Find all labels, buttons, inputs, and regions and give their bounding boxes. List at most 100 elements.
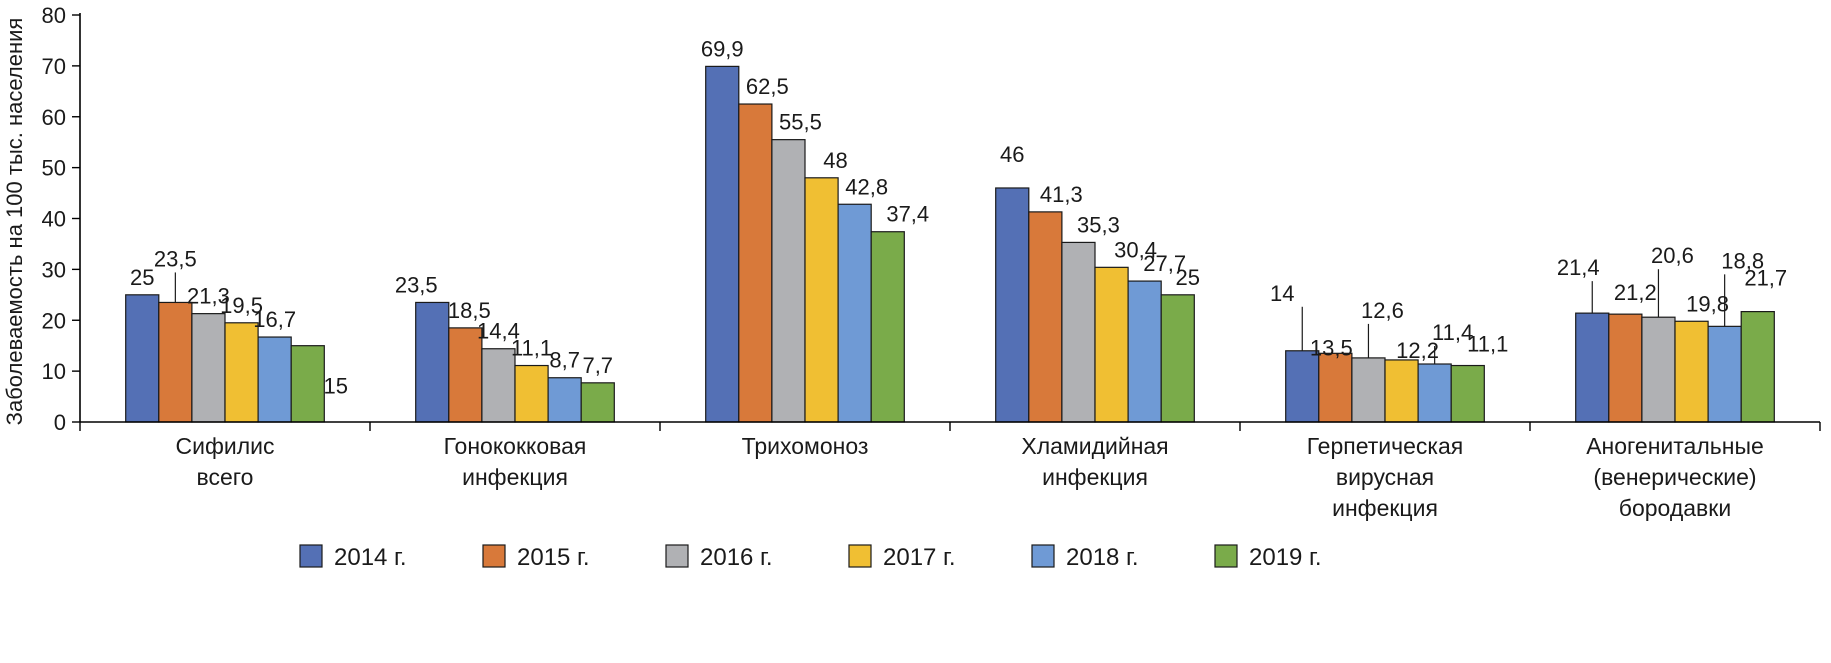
bar (1061, 241, 1096, 423)
x-category-label: бородавки (1619, 495, 1731, 521)
bar (580, 382, 615, 423)
x-category-label: Трихомоноз (742, 433, 869, 459)
x-category-label: Гонококковая (444, 433, 587, 459)
data-label: 18,5 (448, 298, 491, 323)
bar (158, 301, 193, 423)
bar (415, 301, 450, 423)
legend-swatch (1214, 544, 1238, 568)
data-label: 16,7 (253, 307, 296, 332)
bar (738, 103, 773, 423)
data-label: 46 (1000, 142, 1024, 167)
data-label: 11,4 (1432, 320, 1473, 345)
legend-label: 2017 г. (883, 544, 956, 571)
bar (837, 203, 872, 423)
x-axis: Сифилис всего Гонококковая инфекция Трихомон… (79, 421, 1821, 521)
bar (995, 187, 1030, 423)
x-category-label: инфекция (462, 464, 568, 490)
bar (804, 177, 839, 423)
bar (1674, 320, 1709, 423)
bar (1127, 280, 1162, 423)
y-axis-label: Заболеваемость на 100 тыс. населения (2, 18, 27, 426)
bar (547, 377, 582, 423)
y-tick-label: 80 (42, 3, 66, 28)
data-label: 69,9 (701, 36, 744, 61)
bar (1160, 294, 1195, 423)
data-label: 12,6 (1361, 298, 1404, 323)
data-label: 27,7 (1143, 251, 1186, 276)
data-label: 23,5 (154, 246, 197, 271)
data-label: 23,5 (395, 272, 438, 297)
data-label: 21,3 (187, 284, 230, 309)
bar (191, 313, 226, 423)
data-label: 55,5 (779, 110, 822, 135)
bar (1285, 350, 1320, 423)
x-category-label: Хламидийная (1021, 433, 1168, 459)
bar (1384, 359, 1419, 423)
bar (1351, 357, 1386, 423)
bar (481, 348, 516, 423)
data-label: 62,5 (746, 74, 789, 99)
legend-swatch (299, 544, 323, 568)
bar (1318, 352, 1353, 423)
data-label: 13,5 (1310, 335, 1353, 360)
y-tick-label: 10 (42, 359, 66, 384)
y-tick-label: 50 (42, 156, 66, 181)
data-label: 14,4 (477, 319, 520, 344)
legend-label: 2014 г. (334, 544, 407, 571)
y-axis: 0 10 20 30 40 50 60 70 80 Заболеваемость на 100 т… (2, 3, 81, 435)
bar (870, 231, 905, 423)
x-category-label: инфекция (1042, 464, 1148, 490)
legend-label: 2018 г. (1066, 544, 1139, 571)
data-label: 14 (1270, 281, 1294, 306)
x-category-label: Сифилис (176, 433, 275, 459)
legend-label: 2019 г. (1249, 544, 1322, 571)
data-label: 21,7 (1744, 266, 1787, 291)
x-category-label: Герпетическая (1307, 433, 1463, 459)
bar (1641, 316, 1676, 423)
bar (125, 294, 160, 423)
x-category-label: всего (197, 464, 254, 490)
bar (1608, 313, 1643, 423)
x-category-label: (венерические) (1593, 464, 1756, 490)
data-label: 35,3 (1077, 212, 1120, 237)
data-label: 11,1 (511, 336, 552, 361)
y-tick-label: 30 (42, 257, 66, 282)
data-label: 8,7 (549, 348, 580, 373)
y-tick-label: 40 (42, 207, 66, 232)
data-label: 19,5 (220, 293, 263, 318)
y-tick-label: 60 (42, 105, 66, 130)
y-tick-label: 0 (54, 410, 66, 435)
legend-label: 2015 г. (517, 544, 590, 571)
data-label: 7,7 (582, 353, 613, 378)
data-label: 42,8 (845, 174, 888, 199)
bar (290, 345, 325, 423)
legend-swatch (665, 544, 689, 568)
data-label: 41,3 (1040, 182, 1083, 207)
bar (224, 322, 259, 423)
bar (771, 139, 806, 423)
legend-swatch (1031, 544, 1055, 568)
data-label: 12,2 (1396, 338, 1439, 363)
data-label: 21,2 (1614, 280, 1657, 305)
x-category-label: вирусная (1336, 464, 1434, 490)
data-label: 18,8 (1721, 248, 1764, 273)
legend: 2014 г. 2015 г. 2016 г. 2017 г. 2018 г. 2019 … (299, 544, 1322, 571)
legend-label: 2016 г. (700, 544, 773, 571)
bar (514, 364, 549, 423)
bar (1417, 363, 1452, 423)
bar (1740, 311, 1775, 423)
bar (1450, 364, 1485, 423)
data-label: 15 (324, 374, 348, 399)
data-label: 30,4 (1114, 237, 1157, 262)
data-label: 25 (130, 265, 154, 290)
bar (257, 336, 292, 423)
x-category-label: инфекция (1332, 495, 1438, 521)
bars (125, 65, 1775, 423)
label-callouts (174, 269, 1726, 365)
bar (1707, 325, 1742, 423)
data-label: 20,6 (1651, 243, 1694, 268)
bar (1094, 266, 1129, 423)
data-label: 19,8 (1686, 291, 1729, 316)
data-label: 48 (823, 148, 847, 173)
